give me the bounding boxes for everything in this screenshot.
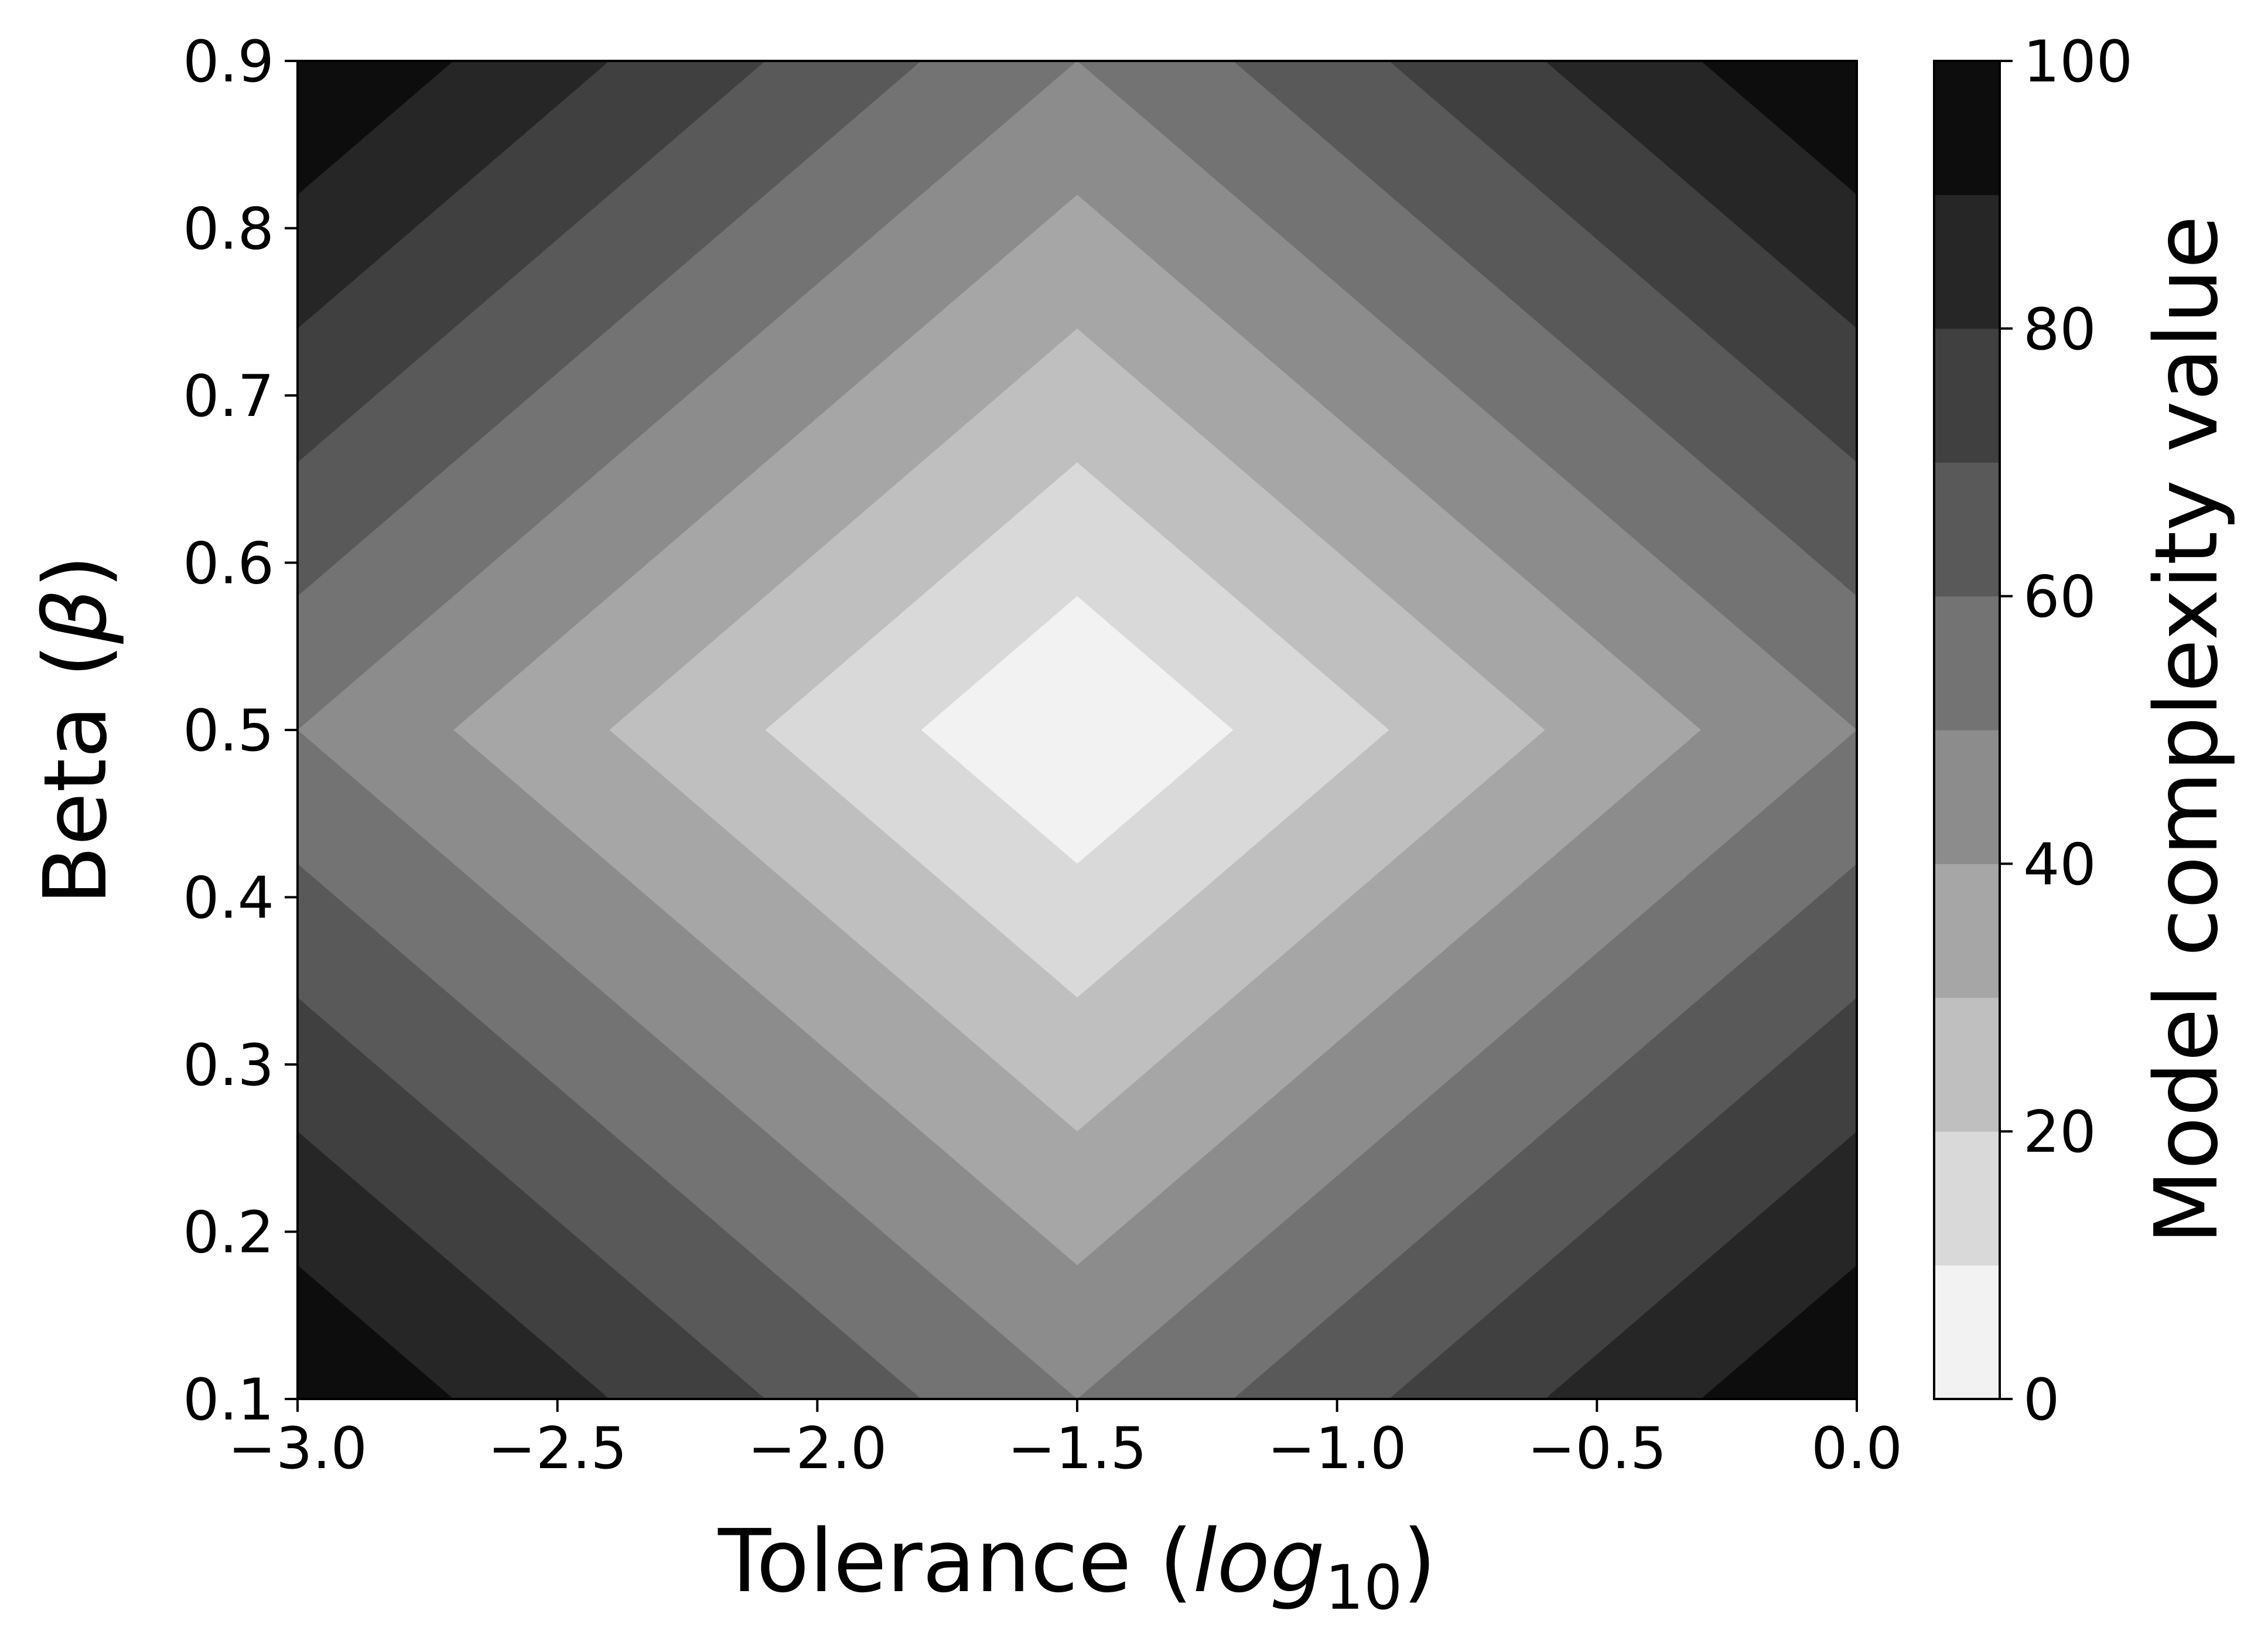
colorbar-tick-label: 80 — [2023, 296, 2096, 363]
y-tick-label: 0.6 — [183, 531, 274, 598]
y-tick-label: 0.4 — [183, 865, 274, 932]
y-tick-label: 0.2 — [183, 1200, 274, 1267]
colorbar-frame — [1933, 60, 2001, 1400]
colorbar-tick-label: 20 — [2023, 1099, 2096, 1166]
colorbar-tick-label: 100 — [2023, 29, 2133, 95]
x-tick-label: −1.5 — [1007, 1415, 1147, 1482]
colorbar-band-1 — [1934, 1131, 2000, 1266]
colorbar-tick-label: 0 — [2023, 1367, 2059, 1434]
x-tick-label: −0.5 — [1527, 1415, 1666, 1482]
colorbar-band-7 — [1934, 328, 2000, 463]
y-tick-label: 0.8 — [183, 196, 274, 263]
y-tick-label: 0.3 — [183, 1032, 274, 1099]
colorbar-band-5 — [1934, 596, 2000, 731]
y-tick-label: 0.5 — [183, 698, 274, 765]
y-axis-label: Beta (β) — [25, 555, 126, 905]
y-axis: 0.1 0.2 0.3 0.4 0.5 0.6 0.7 0.8 0.9 — [183, 29, 298, 1434]
x-tick-label: −3.0 — [228, 1415, 367, 1482]
y-tick-label: 0.9 — [183, 29, 274, 95]
colorbar-band-6 — [1934, 462, 2000, 597]
x-axis-label: Tolerance (log10) — [718, 1511, 1436, 1623]
x-tick-label: 0.0 — [1811, 1415, 1902, 1482]
colorbar-band-4 — [1934, 730, 2000, 864]
colorbar-bands — [1934, 61, 2000, 1400]
colorbar-band-0 — [1934, 1265, 2000, 1400]
x-axis: −3.0 −2.5 −2.0 −1.5 −1.0 −0.5 0.0 — [228, 1399, 1902, 1482]
colorbar-label: Model complexity value — [2136, 216, 2237, 1245]
colorbar-band-9 — [1934, 61, 2000, 195]
contour-band-0 — [921, 596, 1234, 864]
y-tick-label: 0.7 — [183, 363, 274, 430]
colorbar-band-8 — [1934, 194, 2000, 329]
colorbar-tick-label: 60 — [2023, 564, 2096, 631]
x-tick-label: −2.5 — [488, 1415, 627, 1482]
colorbar-band-2 — [1934, 997, 2000, 1132]
y-tick-label: 0.1 — [183, 1367, 274, 1434]
colorbar-band-3 — [1934, 864, 2000, 998]
colorbar-tick-label: 40 — [2023, 831, 2096, 898]
x-tick-label: −1.0 — [1268, 1415, 1407, 1482]
x-tick-label: −2.0 — [747, 1415, 887, 1482]
colorbar-axis: 0 20 40 60 80 100 — [2000, 29, 2133, 1434]
